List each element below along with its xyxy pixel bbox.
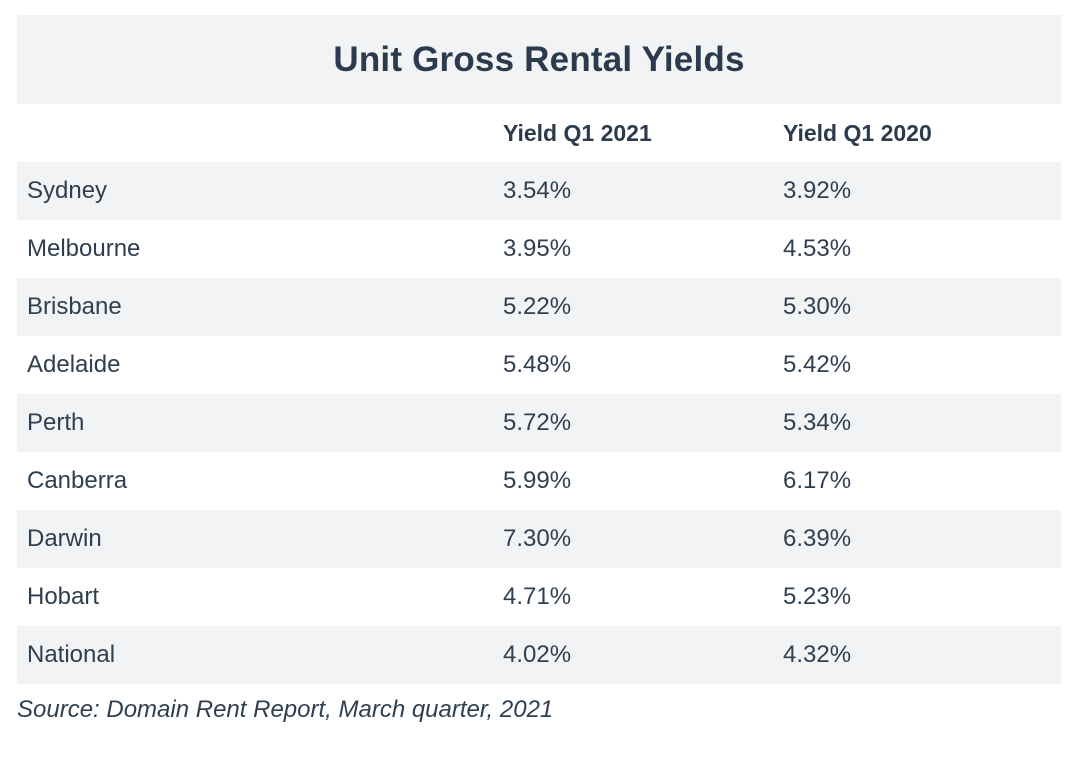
table-row: Brisbane 5.22% 5.30% <box>17 278 1061 336</box>
yield-2021-cell: 4.71% <box>503 583 572 610</box>
city-cell: Adelaide <box>27 351 121 378</box>
yield-2021-cell: 3.95% <box>503 235 572 262</box>
title-band: Unit Gross Rental Yields <box>17 15 1061 104</box>
yield-2021-cell: 3.54% <box>503 177 572 204</box>
city-cell: Darwin <box>27 525 102 552</box>
city-cell: Melbourne <box>27 235 141 262</box>
yield-2021-cell: 5.72% <box>503 409 572 436</box>
yield-2020-cell: 6.17% <box>783 467 852 494</box>
table-row: Melbourne 3.95% 4.53% <box>17 220 1061 278</box>
table-row: Canberra 5.99% 6.17% <box>17 452 1061 510</box>
city-cell: National <box>27 641 116 668</box>
city-cell: Hobart <box>27 583 100 610</box>
city-cell: Canberra <box>27 467 128 494</box>
yield-2020-cell: 5.30% <box>783 293 852 320</box>
table-title: Unit Gross Rental Yields <box>333 39 745 79</box>
table-row: National 4.02% 4.32% <box>17 626 1061 684</box>
yield-2021-cell: 5.22% <box>503 293 572 320</box>
table-row: Sydney 3.54% 3.92% <box>17 162 1061 220</box>
header-yield-q1-2021: Yield Q1 2021 <box>503 119 652 146</box>
yield-2020-cell: 5.34% <box>783 409 852 436</box>
table-row: Hobart 4.71% 5.23% <box>17 568 1061 626</box>
city-cell: Brisbane <box>27 293 122 320</box>
yield-2021-cell: 5.99% <box>503 467 572 494</box>
table-row: Darwin 7.30% 6.39% <box>17 510 1061 568</box>
table-row: Perth 5.72% 5.34% <box>17 394 1061 452</box>
city-cell: Perth <box>27 409 85 436</box>
source-note: Source: Domain Rent Report, March quarte… <box>17 696 554 723</box>
yield-2021-cell: 5.48% <box>503 351 572 378</box>
city-cell: Sydney <box>27 177 108 204</box>
yield-2021-cell: 4.02% <box>503 641 572 668</box>
header-row: Yield Q1 2021 Yield Q1 2020 <box>17 104 1061 162</box>
yield-2020-cell: 5.42% <box>783 351 852 378</box>
yield-2020-cell: 3.92% <box>783 177 852 204</box>
rental-yields-table: Unit Gross Rental Yields Yield Q1 2021 Y… <box>17 15 1061 684</box>
yield-2020-cell: 5.23% <box>783 583 852 610</box>
header-yield-q1-2020: Yield Q1 2020 <box>783 119 932 146</box>
yield-2020-cell: 6.39% <box>783 525 852 552</box>
table-row: Adelaide 5.48% 5.42% <box>17 336 1061 394</box>
yield-2020-cell: 4.53% <box>783 235 852 262</box>
yield-2020-cell: 4.32% <box>783 641 852 668</box>
yield-2021-cell: 7.30% <box>503 525 572 552</box>
